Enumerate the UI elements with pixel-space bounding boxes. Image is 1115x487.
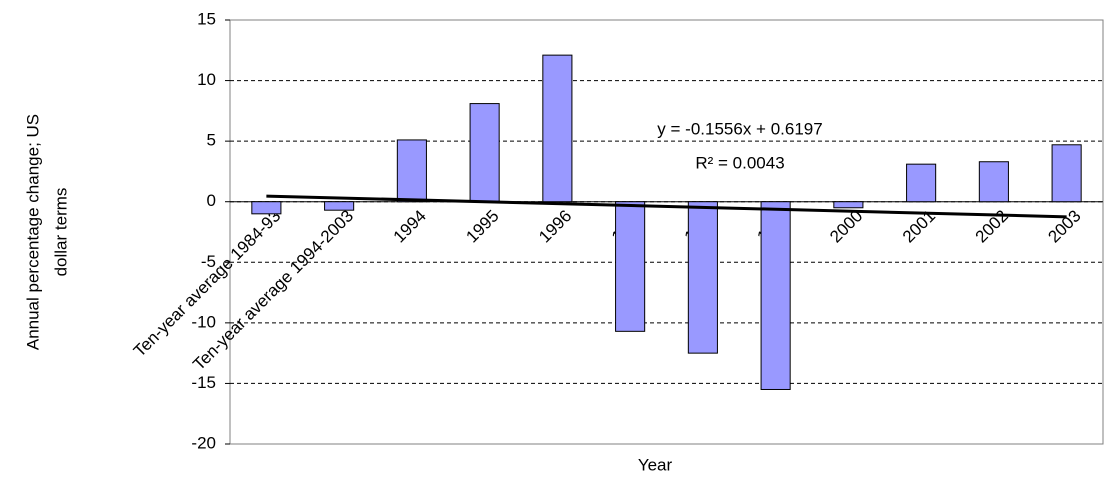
x-axis-label: Year <box>638 455 673 474</box>
x-tick-label: 1996 <box>535 206 575 246</box>
bar <box>833 201 864 209</box>
y-tick-label: -15 <box>191 373 216 392</box>
y-tick-label: 0 <box>207 191 216 210</box>
plot-area <box>229 19 1104 445</box>
bar <box>760 201 791 390</box>
x-tick-label: Ten-year average 1994-2003 <box>189 206 357 374</box>
bar <box>251 201 282 215</box>
x-tick-label: 1995 <box>462 206 502 246</box>
bar <box>687 201 718 354</box>
bar <box>906 163 937 203</box>
bar <box>1051 144 1082 203</box>
bar <box>324 201 355 211</box>
trend-equation: y = -0.1556x + 0.6197 <box>657 119 822 138</box>
y-tick-label: 10 <box>197 70 216 89</box>
x-tick-label: 2003 <box>1044 206 1084 246</box>
y-tick-label: 5 <box>207 131 216 150</box>
x-tick-label: Ten-year average 1984-93 <box>130 206 284 360</box>
y-tick-label: -5 <box>201 252 216 271</box>
y-tick-label: -10 <box>191 312 216 331</box>
y-tick-label: -20 <box>191 433 216 452</box>
trend-r2: R² = 0.0043 <box>695 153 784 172</box>
bar <box>396 139 427 203</box>
bar <box>469 103 500 203</box>
y-axis-label: dollar terms <box>51 188 70 277</box>
y-tick-label: 15 <box>197 9 216 28</box>
bar <box>615 201 646 332</box>
x-tick-label: 2002 <box>972 206 1012 246</box>
y-axis-label: Annual percentage change; US <box>23 114 42 350</box>
x-tick-label: 1994 <box>390 206 430 246</box>
bar <box>978 161 1009 203</box>
bar <box>542 54 573 203</box>
trendline <box>266 194 1067 219</box>
